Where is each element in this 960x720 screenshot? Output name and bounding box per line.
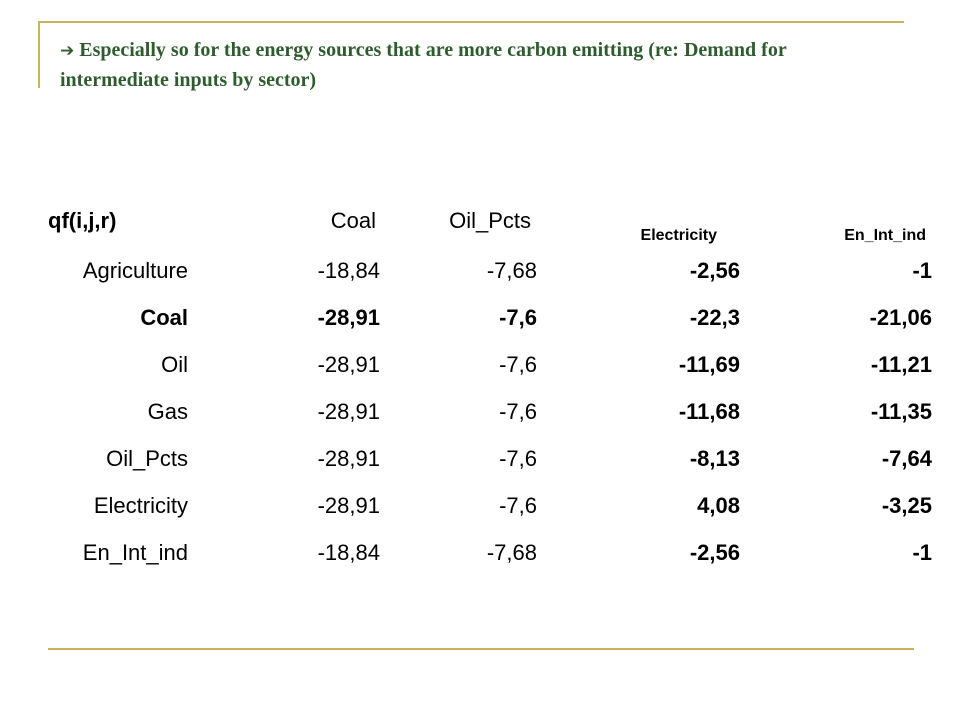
header-cell-oil-pcts: Oil_Pcts: [449, 208, 531, 233]
cell-coal: -28,91: [317, 304, 380, 330]
cell-en-int-ind: -3,25: [881, 492, 932, 518]
header-cell-coal: Coal: [330, 208, 376, 233]
cell-electricity: -22,3: [689, 304, 740, 330]
cell-electricity: -11,69: [678, 351, 740, 377]
header-cell-row-label: qf(i,j,r): [48, 208, 117, 233]
slide-title: ➔ Especially so for the energy sources th…: [60, 36, 860, 95]
top-rule: [38, 21, 904, 23]
table-row: Agriculture -18,84 -7,68 -2,56 -1: [48, 247, 932, 294]
cell-oil-pcts: -7,6: [499, 398, 537, 424]
cell-coal: -28,91: [317, 398, 380, 424]
cell-electricity: -2,56: [689, 257, 740, 283]
table-row: Electricity -28,91 -7,6 4,08 -3,25: [48, 482, 932, 529]
cell-en-int-ind: -1: [912, 539, 932, 565]
cell-coal: -18,84: [317, 539, 380, 565]
bottom-rule: [48, 648, 914, 650]
cell-oil-pcts: -7,6: [499, 304, 537, 330]
row-label: Oil_Pcts: [106, 445, 188, 471]
header-cell-en-int-ind: En_Int_ind: [844, 227, 926, 244]
cell-electricity: -11,68: [678, 398, 740, 424]
cell-oil-pcts: -7,6: [499, 492, 537, 518]
row-label: En_Int_ind: [82, 539, 188, 565]
cell-electricity: -8,13: [689, 445, 740, 471]
row-label: Electricity: [93, 492, 188, 518]
cell-oil-pcts: -7,68: [486, 539, 537, 565]
table-row: Oil -28,91 -7,6 -11,69 -11,21: [48, 341, 932, 388]
cell-coal: -18,84: [317, 257, 380, 283]
cell-coal: -28,91: [317, 445, 380, 471]
table-row: Oil_Pcts -28,91 -7,6 -8,13 -7,64: [48, 435, 932, 482]
data-table: qf(i,j,r) Coal Oil_Pcts Electricity En_I…: [48, 195, 932, 576]
cell-coal: -28,91: [317, 351, 380, 377]
cell-electricity: -2,56: [689, 539, 740, 565]
header-cell-electricity: Electricity: [640, 227, 717, 244]
row-label: Agriculture: [82, 257, 188, 283]
row-label: Gas: [147, 398, 188, 424]
slide-title-text: Especially so for the energy sources tha…: [60, 39, 787, 91]
cell-electricity: 4,08: [697, 492, 740, 518]
row-label: Coal: [140, 304, 188, 330]
table-row: Coal -28,91 -7,6 -22,3 -21,06: [48, 294, 932, 341]
left-rule: [38, 21, 40, 88]
cell-en-int-ind: -7,64: [881, 445, 932, 471]
cell-en-int-ind: -11,35: [870, 398, 932, 424]
cell-oil-pcts: -7,6: [499, 445, 537, 471]
table-row: Gas -28,91 -7,6 -11,68 -11,35: [48, 388, 932, 435]
table-header-row: qf(i,j,r) Coal Oil_Pcts Electricity En_I…: [48, 195, 932, 247]
cell-en-int-ind: -11,21: [870, 351, 932, 377]
cell-coal: -28,91: [317, 492, 380, 518]
cell-oil-pcts: -7,6: [499, 351, 537, 377]
table-row: En_Int_ind -18,84 -7,68 -2,56 -1: [48, 529, 932, 576]
cell-en-int-ind: -1: [912, 257, 932, 283]
right-arrow-icon: ➔: [60, 41, 75, 61]
cell-en-int-ind: -21,06: [869, 304, 932, 330]
row-label: Oil: [161, 351, 188, 377]
cell-oil-pcts: -7,68: [486, 257, 537, 283]
